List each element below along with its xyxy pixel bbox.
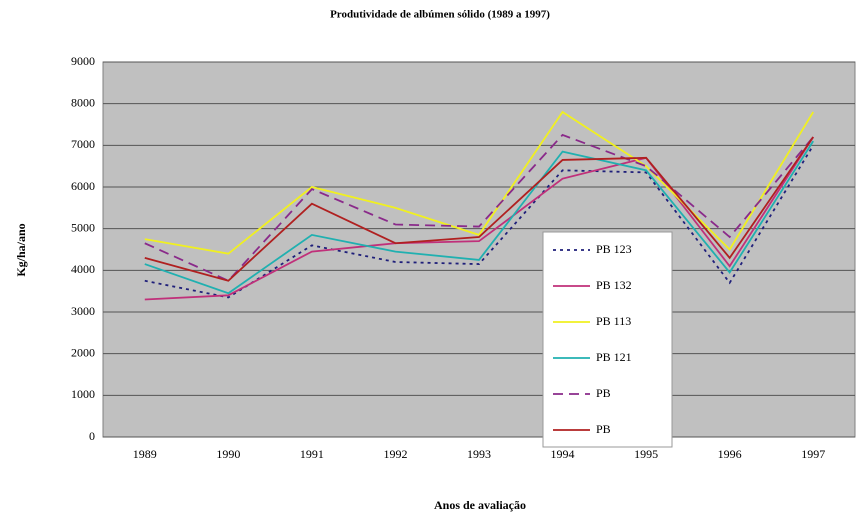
y-tick-label: 9000 <box>71 54 95 68</box>
y-tick-label: 8000 <box>71 95 95 109</box>
chart-title: Produtividade de albúmen sólido (1989 a … <box>330 9 550 21</box>
y-tick-label: 2000 <box>71 345 95 359</box>
legend-label: PB <box>596 422 611 436</box>
x-tick-label: 1989 <box>133 447 157 461</box>
x-tick-label: 1991 <box>300 447 324 461</box>
x-tick-label: 1996 <box>718 447 742 461</box>
y-axis-label: Kg/ha/ano <box>14 223 28 276</box>
y-tick-label: 7000 <box>71 137 95 151</box>
x-tick-label: 1995 <box>634 447 658 461</box>
x-axis-label: Anos de avaliação <box>434 498 526 512</box>
legend-label: PB 132 <box>596 278 632 292</box>
y-tick-label: 3000 <box>71 304 95 318</box>
x-tick-label: 1992 <box>383 447 407 461</box>
series-line <box>144 136 814 301</box>
legend-label: PB 113 <box>596 314 631 328</box>
legend-label: PB 123 <box>596 242 632 256</box>
x-tick-label: 1997 <box>801 447 825 461</box>
x-tick-label: 1993 <box>467 447 491 461</box>
y-tick-label: 4000 <box>71 262 95 276</box>
x-tick-label: 1994 <box>551 447 575 461</box>
series-line <box>144 144 814 299</box>
legend-box <box>542 231 673 448</box>
y-tick-label: 6000 <box>71 179 95 193</box>
legend-label: PB 121 <box>596 350 632 364</box>
series-line <box>144 110 814 255</box>
legend-label: PB <box>596 386 611 400</box>
series-line <box>144 136 814 282</box>
plot-area <box>102 61 856 438</box>
series-line <box>144 140 814 295</box>
y-tick-label: 0 <box>89 429 95 443</box>
series-line <box>144 133 814 282</box>
y-tick-label: 1000 <box>71 387 95 401</box>
y-tick-label: 5000 <box>71 220 95 234</box>
x-tick-label: 1990 <box>216 447 240 461</box>
